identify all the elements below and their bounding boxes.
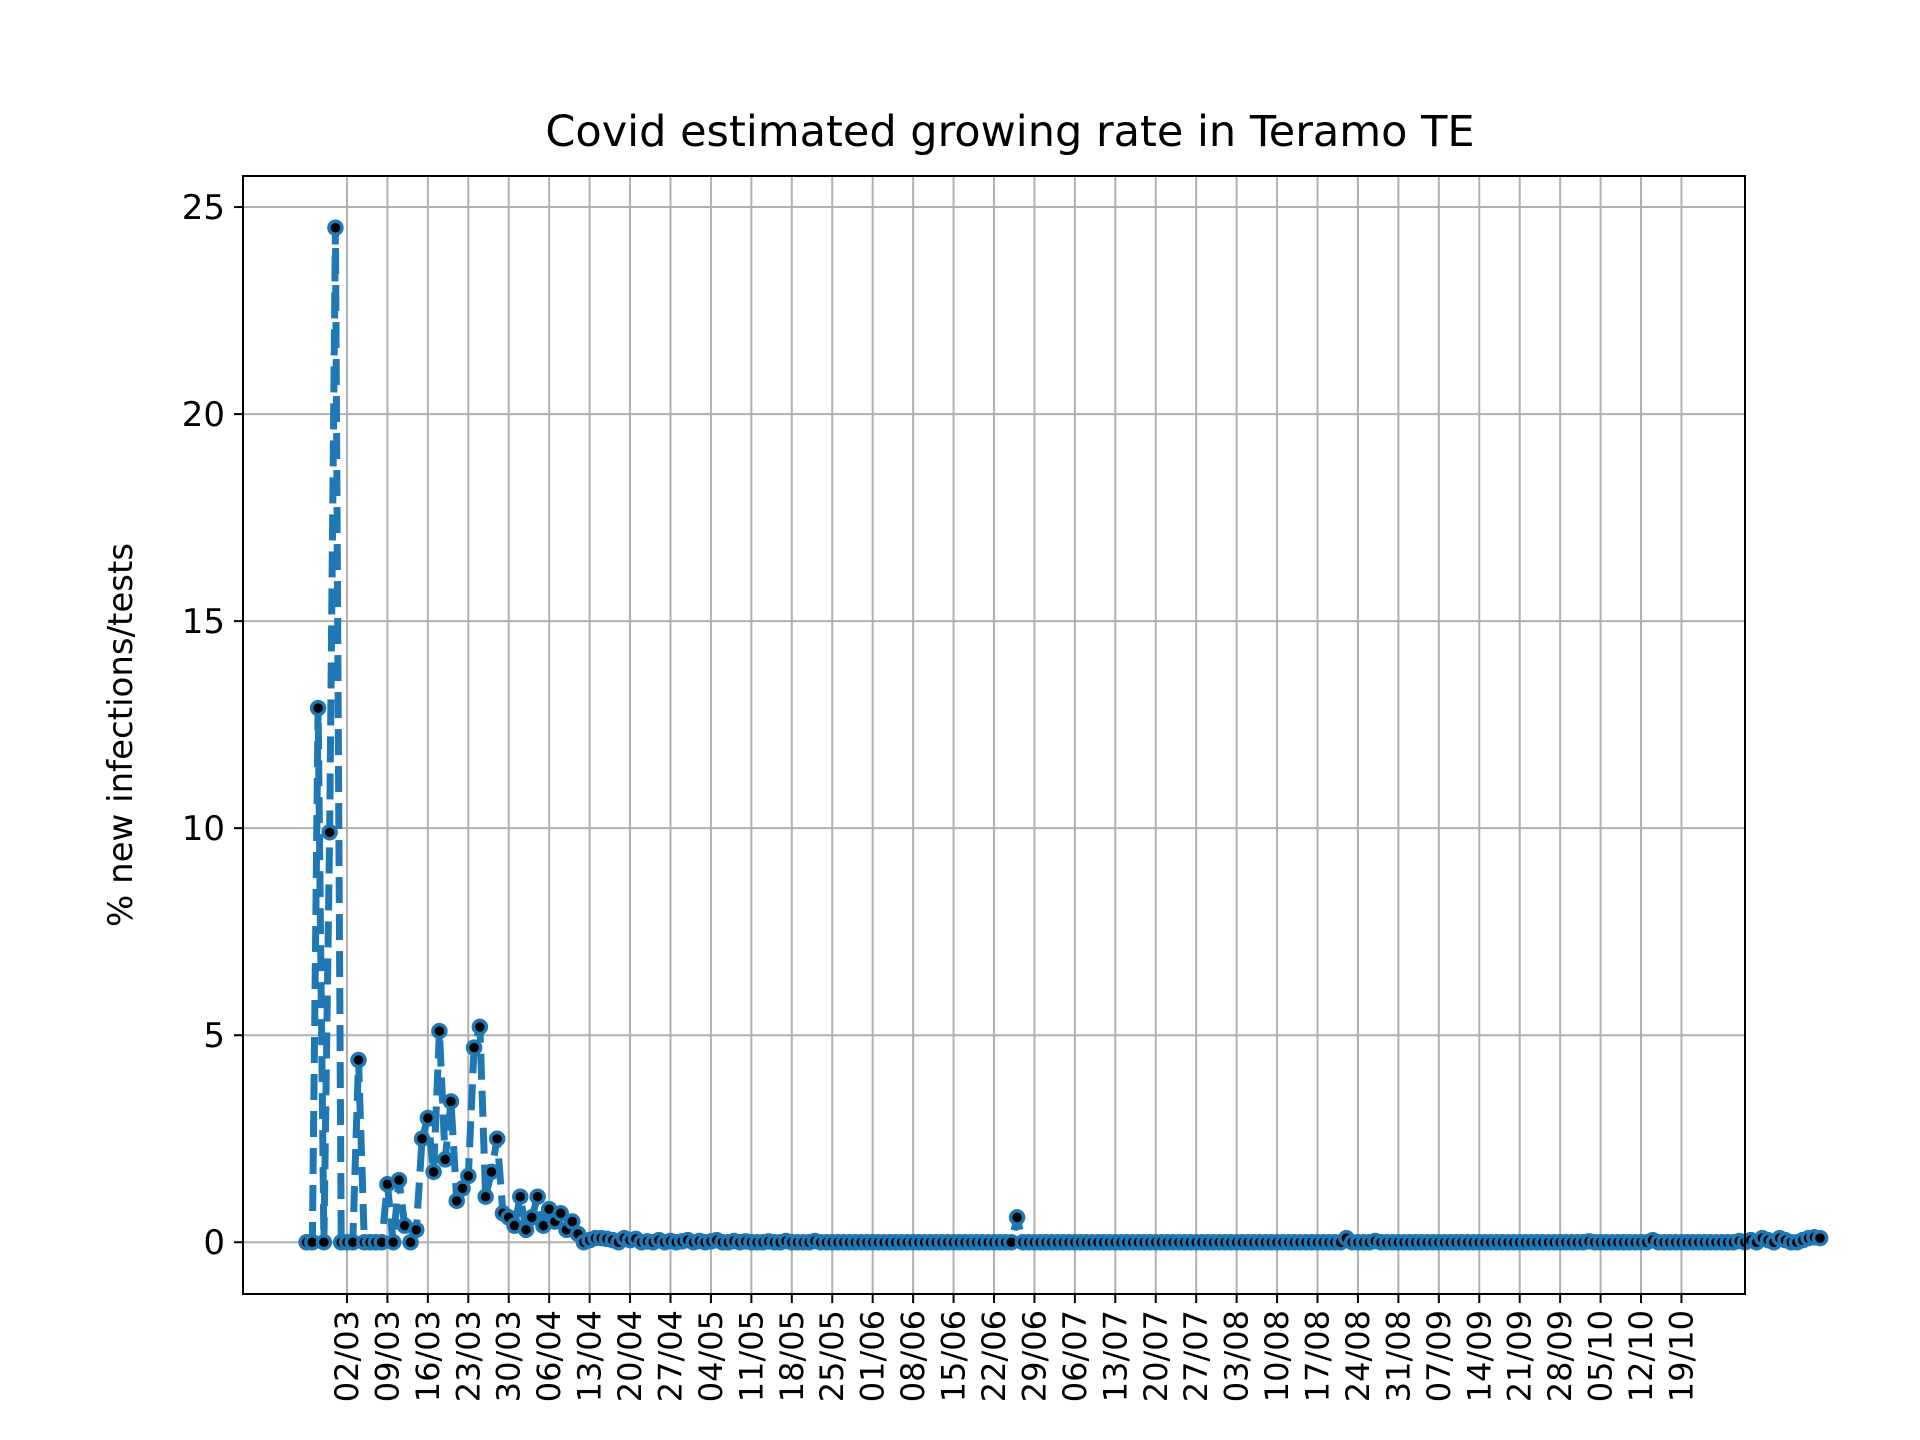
- data-point: [327, 219, 344, 237]
- x-tick-label: 02/03: [328, 1310, 366, 1402]
- y-tick-label: 15: [182, 602, 225, 642]
- x-tick-label: 11/05: [732, 1310, 770, 1402]
- data-point: [321, 824, 338, 841]
- x-tick-label: 01/06: [854, 1310, 892, 1402]
- data-point: [384, 1233, 402, 1251]
- data-point: [460, 1167, 477, 1185]
- x-tick-label: 16/03: [409, 1310, 447, 1402]
- data-point: [1811, 1229, 1829, 1247]
- x-tick-label: 08/06: [894, 1310, 932, 1402]
- data-point: [431, 1022, 448, 1040]
- data-point: [315, 1233, 333, 1251]
- x-tick-label: 13/04: [571, 1310, 609, 1402]
- data-point: [523, 1209, 541, 1226]
- data-point: [309, 699, 327, 717]
- data-point: [402, 1233, 419, 1251]
- x-tick-label: 06/04: [530, 1310, 568, 1402]
- x-tick-label: 25/05: [813, 1310, 851, 1402]
- x-tick-label: 17/08: [1299, 1310, 1337, 1402]
- x-tick-label: 15/06: [935, 1310, 973, 1402]
- x-tick-label: 20/04: [611, 1310, 649, 1402]
- x-tick-label: 21/09: [1501, 1310, 1539, 1402]
- grid-lines: [243, 176, 1745, 1294]
- data-point: [442, 1093, 460, 1110]
- x-tick-label: 20/07: [1137, 1310, 1175, 1402]
- data-point: [471, 1018, 489, 1036]
- series-line: [306, 224, 1821, 1246]
- data-point: [552, 1205, 569, 1222]
- data-point: [465, 1039, 483, 1056]
- data-point: [1008, 1209, 1026, 1226]
- x-tick-label: 14/09: [1460, 1310, 1498, 1402]
- x-tick-label: 18/05: [773, 1310, 811, 1402]
- x-tick-label: 24/08: [1339, 1310, 1377, 1402]
- x-tick-label: 10/08: [1258, 1310, 1296, 1402]
- x-axis-ticks: 02/03 09/03 16/03 23/03 30/03 06/04 13/04 20/04…: [328, 1294, 1700, 1402]
- y-tick-label: 10: [182, 809, 225, 849]
- data-point: [529, 1188, 546, 1205]
- x-tick-label: 06/07: [1056, 1310, 1094, 1402]
- series-markers: [298, 219, 1829, 1251]
- data-point: [350, 1051, 367, 1069]
- y-axis-ticks: 0 5 10 15 20 25: [182, 188, 243, 1263]
- x-tick-label: 12/10: [1622, 1310, 1660, 1402]
- data-point: [512, 1188, 529, 1205]
- data-point: [408, 1221, 425, 1239]
- x-tick-label: 19/10: [1662, 1310, 1700, 1402]
- x-tick-label: 31/08: [1379, 1310, 1417, 1402]
- series-path: [306, 224, 1821, 1246]
- data-point: [564, 1213, 581, 1230]
- data-point: [454, 1180, 471, 1197]
- y-axis-label: % new infections/tests: [101, 543, 141, 927]
- data-point: [488, 1130, 506, 1147]
- y-tick-label: 20: [182, 395, 225, 435]
- data-point: [483, 1163, 500, 1181]
- data-point: [390, 1171, 408, 1189]
- x-tick-label: 27/04: [651, 1310, 689, 1402]
- data-point: [517, 1221, 535, 1239]
- x-tick-label: 03/08: [1218, 1310, 1256, 1402]
- y-tick-label: 0: [203, 1223, 225, 1263]
- x-tick-label: 23/03: [449, 1310, 487, 1402]
- data-point: [448, 1192, 465, 1210]
- x-tick-label: 05/10: [1582, 1310, 1620, 1402]
- data-point: [425, 1163, 442, 1181]
- data-point: [413, 1130, 431, 1147]
- y-tick-label: 5: [203, 1016, 225, 1056]
- x-tick-label: 13/07: [1096, 1310, 1134, 1402]
- y-tick-label: 25: [182, 188, 225, 228]
- data-point: [436, 1151, 454, 1168]
- x-tick-label: 22/06: [975, 1310, 1013, 1402]
- chart-title: Covid estimated growing rate in Teramo T…: [545, 107, 1474, 157]
- x-tick-label: 09/03: [368, 1310, 406, 1402]
- x-tick-label: 28/09: [1541, 1310, 1579, 1402]
- x-tick-label: 29/06: [1015, 1310, 1053, 1402]
- x-tick-label: 30/03: [490, 1310, 528, 1402]
- x-tick-label: 07/09: [1420, 1310, 1458, 1402]
- data-point: [419, 1109, 437, 1127]
- data-point: [477, 1188, 494, 1205]
- x-tick-label: 04/05: [692, 1310, 730, 1402]
- x-tick-label: 27/07: [1177, 1310, 1215, 1402]
